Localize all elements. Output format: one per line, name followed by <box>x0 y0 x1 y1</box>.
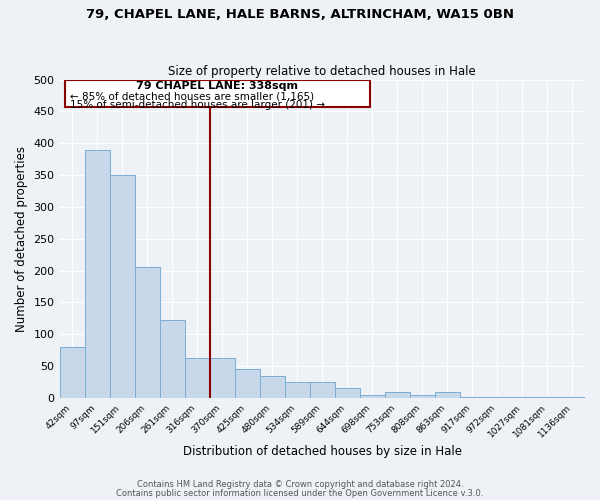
Bar <box>285 382 310 398</box>
Bar <box>59 347 85 398</box>
Bar <box>360 394 385 398</box>
Bar <box>110 175 134 398</box>
Text: Contains HM Land Registry data © Crown copyright and database right 2024.: Contains HM Land Registry data © Crown c… <box>137 480 463 489</box>
Bar <box>485 396 510 398</box>
Text: 79 CHAPEL LANE: 338sqm: 79 CHAPEL LANE: 338sqm <box>136 82 298 92</box>
Bar <box>385 392 410 398</box>
Bar <box>410 394 435 398</box>
Bar <box>460 396 485 398</box>
Bar <box>535 396 560 398</box>
Text: Contains public sector information licensed under the Open Government Licence v.: Contains public sector information licen… <box>116 488 484 498</box>
Y-axis label: Number of detached properties: Number of detached properties <box>15 146 28 332</box>
Bar <box>85 150 110 398</box>
X-axis label: Distribution of detached houses by size in Hale: Distribution of detached houses by size … <box>183 444 462 458</box>
Bar <box>185 358 209 398</box>
Bar <box>235 370 260 398</box>
Title: Size of property relative to detached houses in Hale: Size of property relative to detached ho… <box>169 66 476 78</box>
Bar <box>335 388 360 398</box>
Bar <box>160 320 185 398</box>
Bar <box>134 268 160 398</box>
Bar <box>260 376 285 398</box>
Text: 79, CHAPEL LANE, HALE BARNS, ALTRINCHAM, WA15 0BN: 79, CHAPEL LANE, HALE BARNS, ALTRINCHAM,… <box>86 8 514 20</box>
Bar <box>209 358 235 398</box>
Text: 15% of semi-detached houses are larger (201) →: 15% of semi-detached houses are larger (… <box>70 100 325 110</box>
Bar <box>510 396 535 398</box>
Text: ← 85% of detached houses are smaller (1,165): ← 85% of detached houses are smaller (1,… <box>70 92 314 102</box>
FancyBboxPatch shape <box>65 80 370 106</box>
Bar <box>310 382 335 398</box>
Bar <box>560 396 585 398</box>
Bar <box>435 392 460 398</box>
